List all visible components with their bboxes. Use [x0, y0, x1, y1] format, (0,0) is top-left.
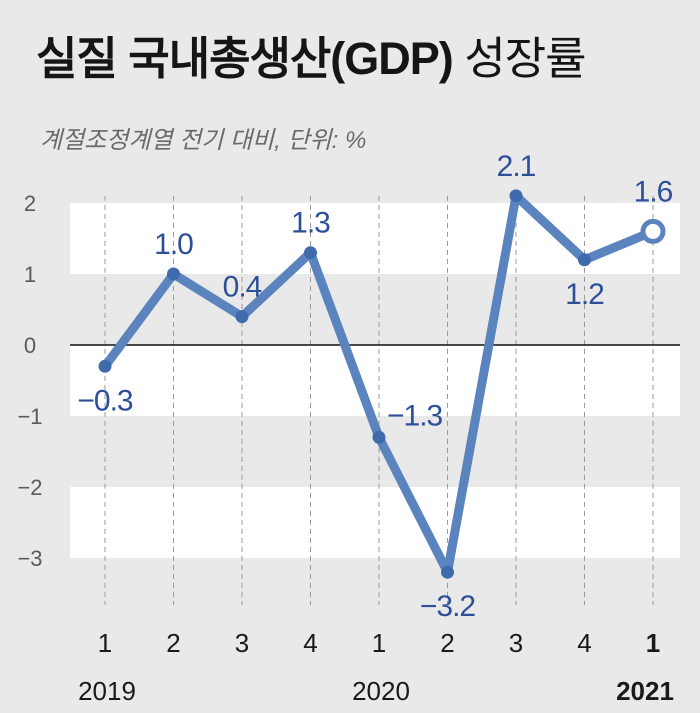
year-label: 2019	[78, 676, 136, 706]
data-point	[578, 253, 591, 267]
data-label: 0.4	[223, 271, 262, 304]
data-point	[304, 246, 317, 260]
data-point	[441, 565, 454, 579]
x-tick-label: 3	[509, 628, 523, 658]
background-band-2	[70, 345, 680, 416]
year-label: 2020	[352, 676, 410, 706]
data-point	[235, 310, 249, 324]
x-tick-label: 4	[303, 628, 317, 658]
y-tick-label: −2	[17, 475, 42, 500]
chart-title: 실질 국내총생산(GDP) 성장률	[36, 22, 587, 87]
data-point	[167, 267, 180, 281]
x-tick-label: 3	[235, 628, 249, 658]
x-tick-label: 1	[98, 628, 112, 658]
chart-title-main: 실질 국내총생산(GDP)	[36, 33, 454, 84]
data-label: −0.3	[77, 384, 133, 417]
data-label: −3.2	[420, 590, 476, 623]
x-tick-label: 4	[577, 628, 591, 658]
background-band-1	[70, 203, 680, 274]
data-label: 1.3	[291, 207, 330, 240]
year-label: 2021	[616, 676, 674, 706]
x-tick-label: 2	[166, 628, 180, 658]
latest-point-marker	[640, 218, 666, 244]
data-label: 1.6	[634, 175, 673, 208]
x-tick-label: 1	[646, 628, 660, 658]
background-band-3	[70, 487, 680, 558]
data-label: 1.0	[154, 228, 193, 261]
data-point	[98, 359, 112, 373]
x-tick-label: 2	[440, 628, 454, 658]
y-tick-label: −1	[17, 404, 42, 429]
data-point	[372, 430, 386, 444]
data-label: 2.1	[497, 150, 536, 183]
data-label: −1.3	[387, 399, 443, 432]
data-point	[509, 189, 523, 203]
chart-title-suffix: 성장률	[464, 33, 586, 84]
data-label: 1.2	[565, 278, 604, 311]
chart-subtitle: 계절조정계열 전기 대비, 단위: %	[40, 127, 367, 154]
y-tick-label: 1	[24, 262, 36, 287]
y-tick-label: −3	[17, 546, 42, 571]
y-tick-label: 2	[24, 191, 36, 216]
x-tick-label: 1	[372, 628, 386, 658]
y-tick-label: 0	[24, 333, 36, 358]
